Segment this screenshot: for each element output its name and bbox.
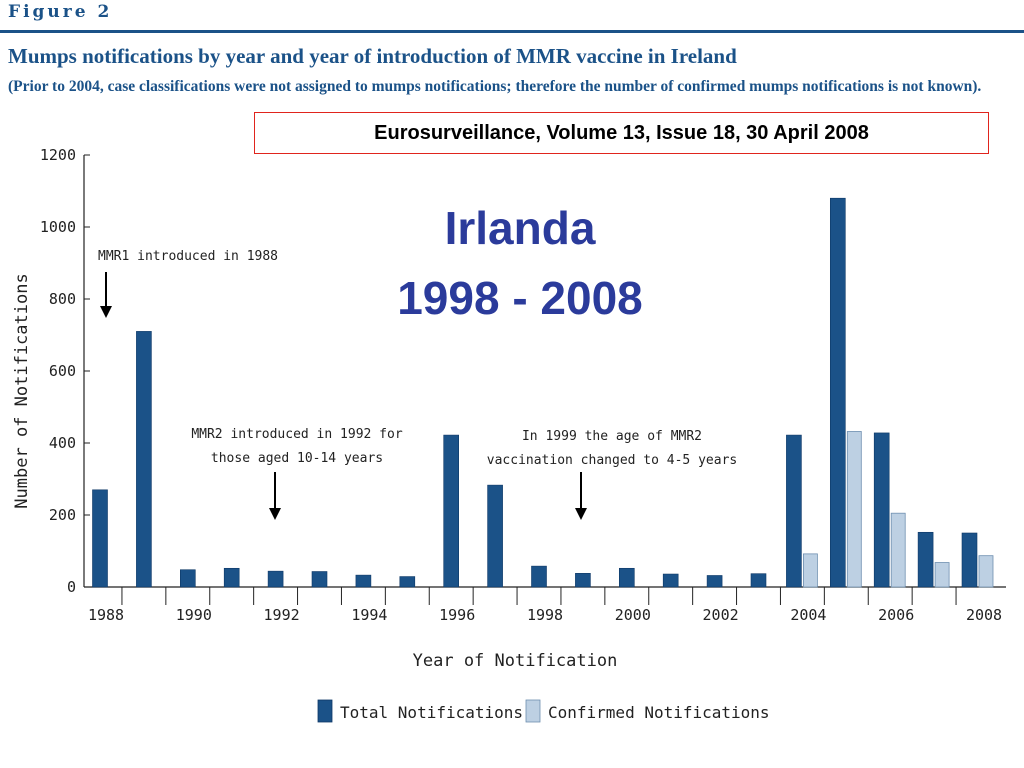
- x-tick-label: 2000: [615, 606, 651, 624]
- bar-total-1989: [136, 331, 151, 587]
- legend-label: Confirmed Notifications: [548, 703, 770, 722]
- bar-confirmed-2006: [891, 513, 905, 587]
- bar-confirmed-2005: [847, 431, 861, 587]
- y-tick-label: 600: [49, 362, 76, 380]
- bar-total-2004: [786, 435, 801, 587]
- bar-total-1992: [268, 571, 283, 587]
- legend-label: Total Notifications: [340, 703, 523, 722]
- x-tick-label: 2004: [790, 606, 826, 624]
- x-tick-label: 1992: [264, 606, 300, 624]
- legend-swatch: [318, 700, 332, 722]
- bar-total-2002: [707, 575, 722, 587]
- x-axis-title: Year of Notification: [413, 651, 618, 671]
- bar-total-2008: [962, 533, 977, 587]
- annotation-arrowhead: [269, 508, 281, 520]
- bar-total-1991: [224, 568, 239, 587]
- x-axis: 1988 1990 1992 1994 1996 1998 2000 2002 2004 2006…: [84, 587, 1006, 671]
- x-tick-label: 1994: [351, 606, 387, 624]
- annotation-text: those aged 10-14 years: [211, 451, 383, 466]
- x-tick-label: 2002: [703, 606, 739, 624]
- bar-confirmed-2007: [935, 563, 949, 587]
- source-citation: Eurosurveillance, Volume 13, Issue 18, 3…: [254, 112, 989, 154]
- annotation-arrowhead: [100, 306, 112, 318]
- legend: Total Notifications Confirmed Notificatio…: [318, 700, 770, 722]
- annotation-text: In 1999 the age of MMR2: [522, 429, 702, 444]
- annotation-arrowhead: [575, 508, 587, 520]
- x-tick-label: 2008: [966, 606, 1002, 624]
- legend-swatch: [526, 700, 540, 722]
- bar-total-2001: [663, 574, 678, 587]
- x-tick-label: 1988: [88, 606, 124, 624]
- bar-total-1994: [356, 575, 371, 587]
- bar-total-2006: [874, 433, 889, 587]
- y-tick-label: 400: [49, 434, 76, 452]
- annotation-text: vaccination changed to 4-5 years: [487, 453, 737, 468]
- bar-total-2003: [751, 574, 766, 587]
- bar-total-2007: [918, 532, 933, 587]
- annotation-text: MMR1 introduced in 1988: [98, 249, 278, 264]
- bar-total-1998: [532, 566, 547, 587]
- y-tick-label: 1200: [40, 146, 76, 164]
- x-tick-label: 1990: [176, 606, 212, 624]
- y-axis-title: Number of Notifications: [12, 273, 32, 508]
- bar-confirmed-2004: [803, 554, 817, 587]
- x-tick-label: 1998: [527, 606, 563, 624]
- bar-total-1993: [312, 572, 327, 587]
- bar-total-1999: [575, 573, 590, 587]
- bar-total-1997: [488, 485, 503, 587]
- bar-confirmed-2008: [979, 556, 993, 587]
- y-axis: 0 200 400 600 800 1000 1200 Number of Notificat…: [12, 146, 90, 596]
- overlay-years: 1998 - 2008: [320, 272, 720, 324]
- bar-total-1988: [93, 490, 108, 587]
- x-tick-label: 1996: [439, 606, 475, 624]
- overlay-country: Irlanda: [320, 202, 720, 254]
- y-tick-label: 1000: [40, 218, 76, 236]
- bar-total-1995: [400, 577, 415, 587]
- bar-total-1990: [180, 570, 195, 587]
- bar-total-2000: [619, 568, 634, 587]
- y-tick-label: 200: [49, 506, 76, 524]
- y-tick-label: 800: [49, 290, 76, 308]
- bar-total-2005: [830, 198, 845, 587]
- bar-total-1996: [444, 435, 459, 587]
- y-tick-label: 0: [67, 578, 76, 596]
- annotation-text: MMR2 introduced in 1992 for: [191, 427, 402, 442]
- x-tick-label: 2006: [878, 606, 914, 624]
